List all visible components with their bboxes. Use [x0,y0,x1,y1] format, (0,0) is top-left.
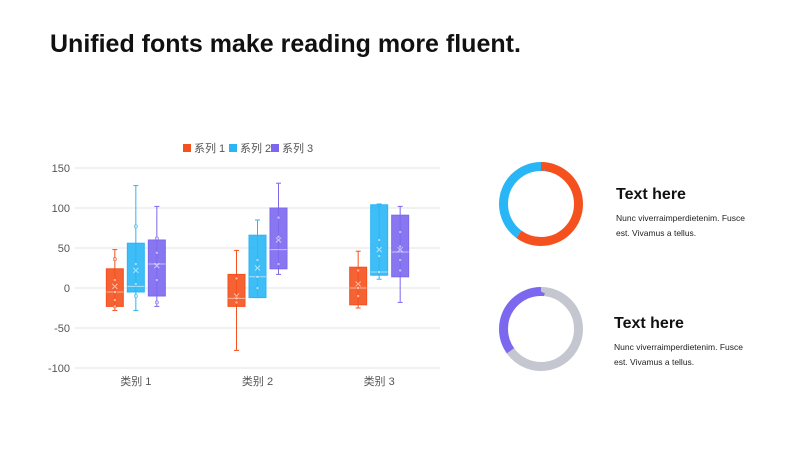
legend: 系列 1 系列 2 系列 3 [183,141,313,155]
data-point [276,215,281,220]
x-tick-label: 类别 3 [364,374,395,388]
page-title: Unified fonts make reading more fluent. [50,30,521,58]
data-point [133,224,138,229]
box-1-1 [105,249,124,311]
box [126,242,145,293]
y-tick-label: 0 [64,283,70,295]
data-point [234,296,239,301]
box-2-1 [126,185,145,311]
y-axis-ticks: 150 100 50 0 -50 -100 [48,163,70,375]
legend-label: 系列 2 [240,141,271,155]
donut-segment [499,162,583,246]
donut-chart-1 [499,162,583,246]
box-3-2 [269,182,288,275]
card-title: Text here [614,315,684,332]
legend-swatch [183,144,191,152]
data-point [276,262,281,266]
data-point [234,276,239,281]
box-3-1 [147,205,166,307]
data-point [112,298,117,302]
legend-swatch [271,144,279,152]
box-1-3 [349,250,368,309]
card-body: Nunc viverraimperdietenim. Fusce est. Vi… [614,342,743,367]
legend-label: 系列 3 [282,141,313,155]
box [248,234,267,299]
data-point [112,278,117,282]
box-1-2 [227,249,246,351]
data-point [154,250,159,255]
data-point [255,286,260,290]
data-point [398,258,403,262]
card-title: Text here [616,186,686,203]
card-body: Nunc viverraimperdietenim. Fusce est. Vi… [616,213,745,238]
mean-marker [376,246,383,253]
data-point [133,262,138,266]
data-point [377,254,382,258]
legend-swatch [229,144,237,152]
box [147,239,166,297]
y-tick-label: 150 [52,163,70,175]
legend-label: 系列 1 [194,141,225,155]
data-point [356,286,361,290]
data-point [255,258,260,262]
mean-marker [355,281,362,287]
data-point [112,290,117,294]
y-tick-label: -50 [54,323,70,335]
data-point [255,274,260,279]
box-2-2 [248,219,267,299]
data-point [398,230,403,234]
mean-marker [254,265,261,271]
data-point [112,257,117,262]
donut-segment [499,287,583,371]
data-point [154,278,159,282]
data-point [398,268,403,273]
box-2-3 [370,203,389,280]
info-card-1: Text here Nunc viverraimperdietenim. Fus… [616,186,756,241]
y-tick-label: -100 [48,363,70,375]
data-point [234,300,239,305]
data-point [276,234,281,239]
mean-marker [397,246,404,253]
mean-marker [111,283,118,290]
x-tick-label: 类别 1 [120,374,151,388]
info-card-2: Text here Nunc viverraimperdietenim. Fus… [614,315,754,370]
x-tick-label: 类别 2 [242,374,273,388]
y-tick-label: 100 [52,203,70,215]
mean-marker [132,267,139,274]
boxes [105,182,410,351]
data-point [377,238,382,242]
box-3-3 [391,205,410,303]
data-point [154,300,159,305]
data-point [133,294,138,298]
data-point [398,244,403,249]
x-axis-ticks: 类别 1 类别 2 类别 3 [120,374,395,388]
y-tick-label: 50 [58,243,70,255]
data-point [154,236,159,241]
data-point [356,268,361,273]
mean-marker [153,262,160,269]
mean-marker [275,237,282,243]
data-point [377,270,382,274]
data-point [356,294,361,298]
donut-chart-2 [499,287,583,371]
data-point [133,282,138,286]
data-point [112,304,117,309]
box [349,266,368,306]
